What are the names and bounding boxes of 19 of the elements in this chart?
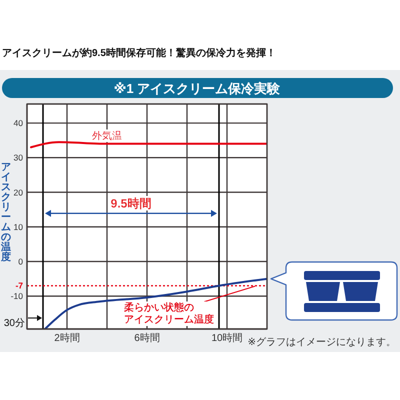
y-tick-label: 30: [14, 152, 24, 163]
x-tick-label: 6時間: [134, 332, 160, 344]
y-tick-label: 20: [14, 187, 24, 198]
ref-line-label: 30分: [4, 317, 25, 329]
series-label: 外気温: [92, 130, 122, 142]
y-tick-label: -10: [10, 291, 24, 302]
chart-title: アイスクリームが約9.5時間保存可能！驚異の保冷力を発揮！: [2, 47, 276, 59]
y-tick-label: 10: [14, 222, 24, 232]
chart-subtitle: ※1 アイスクリーム保冷実験: [114, 81, 282, 96]
x-tick-label: 10時間: [211, 332, 243, 344]
annotation: 柔らかい状態のアイスクリーム温度: [123, 302, 214, 326]
x-tick-label: 2時間: [54, 332, 80, 344]
line-series: [44, 278, 267, 329]
text: アイスクリームの温度: [1, 162, 11, 263]
ref-line-label: -7: [15, 280, 24, 291]
y-tick-label: 40: [14, 118, 24, 128]
text: ※グラフはイメージになります。: [248, 337, 396, 348]
annotation: 9.5時間: [110, 196, 152, 210]
y-tick-label: 0: [18, 256, 24, 267]
